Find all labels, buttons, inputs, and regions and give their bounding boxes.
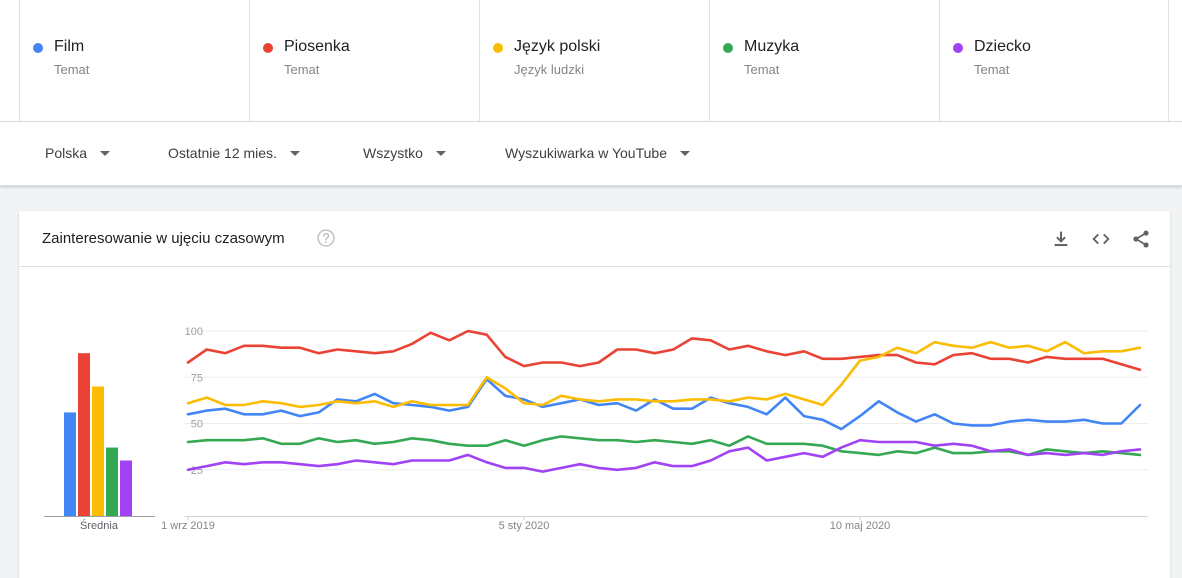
y-tick-label: 75 [191,372,203,384]
series-line-piosenka [186,329,1142,372]
term-card-4[interactable]: Muzyka Temat [709,0,939,122]
y-tick-label: 100 [185,326,203,338]
interest-over-time-card: Zainteresowanie w ujęciu czasowym Średni… [19,211,1170,578]
comparison-terms-bar: Film Temat Piosenka Temat Język polski Język … [0,0,1182,122]
term-name: Piosenka [284,38,350,55]
series-line-muzyka [186,435,1142,457]
series-color-dot [33,43,43,53]
term-card-5[interactable]: Dziecko Temat [939,0,1169,122]
help-icon[interactable] [316,228,336,248]
series-color-dot [493,43,503,53]
term-category: Język ludzki [514,62,585,77]
card-header: Zainteresowanie w ujęciu czasowym [19,211,1170,267]
average-bar-3 [92,386,104,516]
term-category: Temat [54,62,90,77]
period-dropdown[interactable]: Ostatnie 12 mies. [168,145,300,161]
category-dropdown[interactable]: Wszystko [363,145,446,161]
series-color-dot [263,43,273,53]
term-category: Temat [744,62,780,77]
term-category: Temat [284,62,320,77]
x-tick-label: 10 maj 2020 [830,520,891,532]
x-tick-label: 5 sty 2020 [499,520,550,532]
average-bar-4 [106,447,118,516]
term-name: Film [54,38,85,55]
filters-bar: Polska Ostatnie 12 mies. Wszystko Wyszuk… [0,122,1182,186]
series-line-dziecko [186,438,1142,473]
region-dropdown-label: Polska [45,145,88,161]
region-dropdown[interactable]: Polska [45,145,111,161]
download-icon[interactable] [1050,228,1072,250]
series-line-film [186,377,1142,431]
y-tick-label: 50 [191,419,203,431]
series-color-dot [723,43,733,53]
search-type-dropdown[interactable]: Wyszukiwarka w YouTube [505,145,690,161]
chevron-down-icon [679,150,690,156]
chevron-down-icon [100,150,111,156]
card-title: Zainteresowanie w ujęciu czasowym [42,230,285,247]
category-dropdown-label: Wszystko [363,145,423,161]
chevron-down-icon [435,150,446,156]
share-icon[interactable] [1130,228,1152,250]
term-card-1[interactable]: Film Temat [19,0,249,122]
embed-icon[interactable] [1090,228,1112,250]
term-name: Język polski [514,38,601,55]
period-dropdown-label: Ostatnie 12 mies. [168,145,277,161]
term-name: Dziecko [974,38,1031,55]
term-card-2[interactable]: Piosenka Temat [249,0,479,122]
search-type-dropdown-label: Wyszukiwarka w YouTube [505,145,667,161]
average-bar-5 [120,460,132,516]
average-label: Średnia [80,519,119,532]
series-line-język-polski [186,340,1142,409]
term-card-3[interactable]: Język polski Język ludzki [479,0,709,122]
term-name: Muzyka [744,38,800,55]
term-category: Temat [974,62,1010,77]
series-color-dot [953,43,963,53]
chevron-down-icon [289,150,300,156]
average-bar-2 [78,353,90,516]
average-bar-1 [64,412,76,516]
x-tick-label: 1 wrz 2019 [161,520,215,532]
